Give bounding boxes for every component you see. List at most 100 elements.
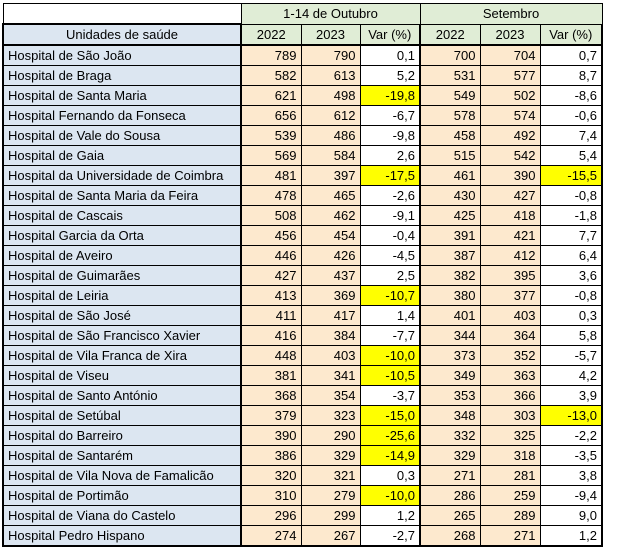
sep-2023-cell[interactable]: 363 [479,365,541,386]
sep-2022-header[interactable]: 2022 [419,23,481,46]
oct-var-cell[interactable]: -9,8 [359,125,421,146]
oct-2023-cell[interactable]: 462 [300,205,361,226]
oct-2023-cell[interactable]: 341 [300,365,361,386]
oct-2022-cell[interactable]: 381 [240,365,302,386]
sep-var-cell[interactable]: 5,4 [539,145,603,166]
oct-var-cell[interactable]: -4,5 [359,245,421,266]
sep-var-cell[interactable]: 7,4 [539,125,603,146]
oct-var-cell[interactable]: -0,4 [359,225,421,246]
sep-2022-cell[interactable]: 373 [419,345,481,366]
oct-2022-cell[interactable]: 508 [240,205,302,226]
sep-2023-cell[interactable]: 366 [479,385,541,406]
sep-2022-cell[interactable]: 458 [419,125,481,146]
oct-2023-cell[interactable]: 437 [300,265,361,286]
oct-2023-cell[interactable]: 279 [300,485,361,506]
sep-var-cell[interactable]: -1,8 [539,205,603,226]
sep-var-cell[interactable]: 7,7 [539,225,603,246]
sep-2022-cell[interactable]: 382 [419,265,481,286]
sep-2023-cell[interactable]: 421 [479,225,541,246]
sep-2022-cell[interactable]: 268 [419,525,481,547]
sep-var-cell[interactable]: -13,0 [539,405,603,426]
hospital-name-cell[interactable]: Hospital de Viana do Castelo [2,505,242,526]
sep-var-cell[interactable]: -5,7 [539,345,603,366]
sep-var-cell[interactable]: 0,3 [539,305,603,326]
hospital-name-cell[interactable]: Hospital de Cascais [2,205,242,226]
oct-2023-cell[interactable]: 403 [300,345,361,366]
sep-2023-cell[interactable]: 303 [479,405,541,426]
oct-2022-cell[interactable]: 274 [240,525,302,547]
sep-2023-cell[interactable]: 395 [479,265,541,286]
oct-var-cell[interactable]: -10,5 [359,365,421,386]
sep-2022-cell[interactable]: 391 [419,225,481,246]
oct-2023-cell[interactable]: 321 [300,465,361,486]
hospital-name-cell[interactable]: Hospital de Santarém [2,445,242,466]
oct-var-cell[interactable]: 0,3 [359,465,421,486]
oct-2022-cell[interactable]: 296 [240,505,302,526]
oct-var-cell[interactable]: 2,5 [359,265,421,286]
oct-var-cell[interactable]: -19,8 [359,85,421,106]
units-column-header[interactable]: Unidades de saúde [2,23,242,46]
oct-2022-cell[interactable]: 656 [240,105,302,126]
sep-2022-cell[interactable]: 549 [419,85,481,106]
sep-2023-cell[interactable]: 412 [479,245,541,266]
sep-var-cell[interactable]: -15,5 [539,165,603,186]
sep-2023-cell[interactable]: 259 [479,485,541,506]
sep-var-cell[interactable]: 0,7 [539,44,603,66]
sep-2023-cell[interactable]: 492 [479,125,541,146]
sep-2023-cell[interactable]: 577 [479,65,541,86]
oct-2023-cell[interactable]: 465 [300,185,361,206]
sep-2022-cell[interactable]: 380 [419,285,481,306]
oct-2023-cell[interactable]: 790 [300,44,361,66]
sep-2023-cell[interactable]: 390 [479,165,541,186]
oct-var-cell[interactable]: -9,1 [359,205,421,226]
sep-var-cell[interactable]: 3,8 [539,465,603,486]
oct-var-cell[interactable]: 1,2 [359,505,421,526]
oct-var-cell[interactable]: 0,1 [359,44,421,66]
oct-var-cell[interactable]: 5,2 [359,65,421,86]
hospital-name-cell[interactable]: Hospital de Leiria [2,285,242,306]
sep-2022-cell[interactable]: 425 [419,205,481,226]
oct-var-cell[interactable]: -25,6 [359,425,421,446]
oct-2022-header[interactable]: 2022 [240,23,302,46]
sep-2023-cell[interactable]: 377 [479,285,541,306]
oct-2022-cell[interactable]: 413 [240,285,302,306]
hospital-name-cell[interactable]: Hospital de Santa Maria da Feira [2,185,242,206]
oct-2022-cell[interactable]: 621 [240,85,302,106]
oct-var-cell[interactable]: -17,5 [359,165,421,186]
oct-2022-cell[interactable]: 446 [240,245,302,266]
oct-2022-cell[interactable]: 416 [240,325,302,346]
hospital-name-cell[interactable]: Hospital de Braga [2,65,242,86]
sep-2022-cell[interactable]: 401 [419,305,481,326]
oct-var-cell[interactable]: 2,6 [359,145,421,166]
hospital-name-cell[interactable]: Hospital de Vila Franca de Xira [2,345,242,366]
oct-var-cell[interactable]: -10,7 [359,285,421,306]
sep-var-cell[interactable]: 6,4 [539,245,603,266]
oct-2022-cell[interactable]: 456 [240,225,302,246]
sep-2023-cell[interactable]: 427 [479,185,541,206]
oct-var-cell[interactable]: -15,0 [359,405,421,426]
sep-2023-cell[interactable]: 403 [479,305,541,326]
oct-2023-cell[interactable]: 354 [300,385,361,406]
sep-2023-cell[interactable]: 704 [479,44,541,66]
oct-2023-cell[interactable]: 290 [300,425,361,446]
hospital-name-cell[interactable]: Hospital do Barreiro [2,425,242,446]
sep-var-cell[interactable]: 9,0 [539,505,603,526]
hospital-name-cell[interactable]: Hospital Pedro Hispano [2,525,242,547]
sep-2022-cell[interactable]: 387 [419,245,481,266]
oct-var-cell[interactable]: -2,6 [359,185,421,206]
oct-var-cell[interactable]: 1,4 [359,305,421,326]
oct-2022-cell[interactable]: 789 [240,44,302,66]
sep-2022-cell[interactable]: 265 [419,505,481,526]
oct-2023-cell[interactable]: 426 [300,245,361,266]
oct-2022-cell[interactable]: 427 [240,265,302,286]
hospital-name-cell[interactable]: Hospital de Aveiro [2,245,242,266]
sep-2023-cell[interactable]: 574 [479,105,541,126]
sep-2022-cell[interactable]: 271 [419,465,481,486]
oct-2022-cell[interactable]: 368 [240,385,302,406]
oct-2023-cell[interactable]: 486 [300,125,361,146]
sep-2022-cell[interactable]: 344 [419,325,481,346]
oct-2022-cell[interactable]: 320 [240,465,302,486]
sep-2022-cell[interactable]: 349 [419,365,481,386]
oct-var-cell[interactable]: -14,9 [359,445,421,466]
sep-var-cell[interactable]: 3,6 [539,265,603,286]
